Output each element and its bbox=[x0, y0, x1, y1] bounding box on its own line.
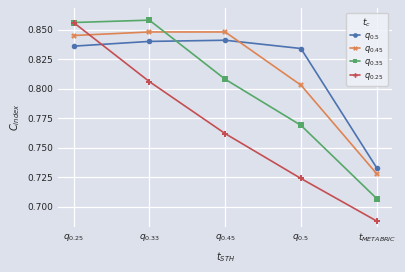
$q_{0.45}$ bbox=[223, 30, 228, 34]
$q_{0.35}$ bbox=[71, 21, 76, 24]
$q_{0.45}$ bbox=[71, 34, 76, 37]
$q_{0.35}$ bbox=[298, 124, 303, 127]
$q_{0.5}$ bbox=[374, 166, 379, 169]
Line: $q_{0.35}$: $q_{0.35}$ bbox=[71, 17, 379, 201]
$q_{0.25}$ bbox=[147, 80, 152, 83]
$q_{0.35}$ bbox=[223, 78, 228, 81]
Y-axis label: $C_{index}$: $C_{index}$ bbox=[9, 104, 22, 131]
Line: $q_{0.5}$: $q_{0.5}$ bbox=[71, 38, 379, 171]
Line: $q_{0.25}$: $q_{0.25}$ bbox=[71, 20, 379, 224]
$q_{0.25}$ bbox=[298, 177, 303, 180]
$q_{0.25}$ bbox=[374, 220, 379, 223]
$q_{0.35}$ bbox=[374, 197, 379, 200]
$q_{0.5}$ bbox=[298, 47, 303, 50]
$q_{0.45}$ bbox=[374, 172, 379, 175]
Line: $q_{0.45}$: $q_{0.45}$ bbox=[71, 29, 379, 177]
$q_{0.5}$ bbox=[71, 45, 76, 48]
$q_{0.5}$ bbox=[147, 40, 152, 43]
X-axis label: $t_{STH}$: $t_{STH}$ bbox=[215, 250, 235, 264]
$q_{0.45}$ bbox=[298, 84, 303, 87]
$q_{0.5}$ bbox=[223, 39, 228, 42]
$q_{0.25}$ bbox=[223, 132, 228, 135]
$q_{0.35}$ bbox=[147, 18, 152, 22]
Legend: $q_{0.5}$, $q_{0.45}$, $q_{0.35}$, $q_{0.25}$: $q_{0.5}$, $q_{0.45}$, $q_{0.35}$, $q_{0… bbox=[346, 13, 388, 86]
$q_{0.25}$ bbox=[71, 21, 76, 24]
$q_{0.45}$ bbox=[147, 30, 152, 34]
